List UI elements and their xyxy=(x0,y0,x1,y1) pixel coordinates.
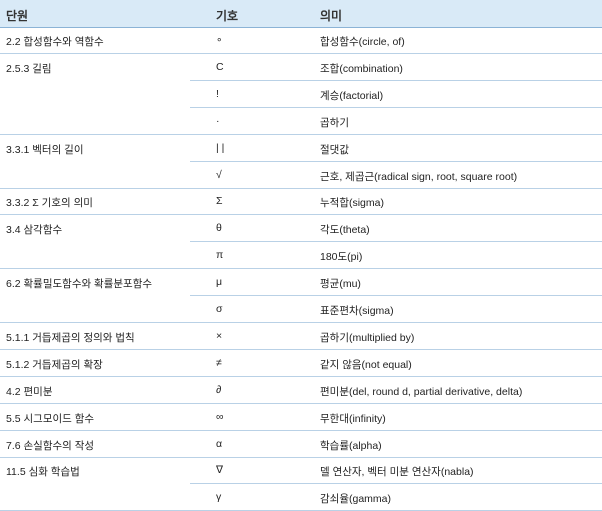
header-meaning: 의미 xyxy=(320,9,343,23)
table-row: · 곱하기 xyxy=(0,108,602,135)
symbol-cell: μ xyxy=(216,276,223,289)
table-row: 5.1.2 거듭제곱의 확장 ≠ 같지 않음(not equal) xyxy=(0,350,602,377)
table-row: 3.3.2 Σ 기호의 의미 Σ 누적합(sigma) xyxy=(0,188,602,216)
meaning-cell: 누적합(sigma) xyxy=(320,197,384,210)
symbol-cell: ∘ xyxy=(216,34,223,46)
symbol-cell: ≠ xyxy=(216,356,222,369)
unit-cell: 3.3.1 벡터의 길이 xyxy=(6,143,84,156)
meaning-cell: 학습률(alpha) xyxy=(320,439,382,452)
meaning-cell: 표준편차(sigma) xyxy=(320,305,394,317)
header-symbol: 기호 xyxy=(216,9,239,23)
symbol-cell: θ xyxy=(216,222,222,235)
unit-cell: 4.2 편미분 xyxy=(6,385,53,398)
table-row: 5.5 시그모이드 함수 ∞ 무한대(infinity) xyxy=(0,404,602,431)
unit-cell: 2.5.3 길림 xyxy=(6,62,52,75)
header-unit: 단원 xyxy=(6,9,29,23)
symbol-cell: ∇ xyxy=(216,464,224,477)
meaning-cell: 편미분(del, round d, partial derivative, de… xyxy=(320,385,523,398)
unit-span-gap xyxy=(0,295,190,297)
unit-span-gap xyxy=(0,160,190,162)
symbol-cell: √ xyxy=(216,168,222,181)
meaning-cell: 곱하기 xyxy=(320,116,349,129)
unit-cell: 6.2 확률밀도함수와 확률분포함수 xyxy=(6,278,153,291)
unit-span-gap xyxy=(0,483,190,485)
meaning-cell: 조합(combination) xyxy=(320,62,403,75)
unit-cell: 5.5 시그모이드 함수 xyxy=(6,412,95,425)
symbol-cell: ∂ xyxy=(216,383,222,396)
table-row: 5.1.1 거듭제곱의 정의와 법칙 × 곱하기(multiplied by) xyxy=(0,323,602,350)
unit-span-gap xyxy=(0,79,190,81)
meaning-cell: 계승(factorial) xyxy=(320,89,384,102)
symbol-cell: | | xyxy=(216,141,225,154)
meaning-cell: 같지 않음(not equal) xyxy=(320,358,412,371)
symbol-cell: π xyxy=(216,249,224,262)
table-row: 4.2 편미분 ∂ 편미분(del, round d, partial deriva… xyxy=(0,377,602,404)
table-row: γ 감쇠율(gamma) xyxy=(0,484,602,511)
meaning-cell: 무한대(infinity) xyxy=(320,412,386,425)
meaning-cell: 감쇠율(gamma) xyxy=(320,493,391,506)
meaning-cell: 곱하기(multiplied by) xyxy=(320,331,415,344)
unit-span-gap xyxy=(0,241,190,243)
meaning-cell: 델 연산자, 벡터 미분 연산자(nabla) xyxy=(320,466,474,479)
unit-cell: 2.2 합성함수와 역함수 xyxy=(6,36,104,48)
table-row: 7.6 손실함수의 작성 α 학습률(alpha) xyxy=(0,431,602,458)
symbol-cell: σ xyxy=(216,303,223,315)
table-row: 6.2 확률밀도함수와 확률분포함수 μ 평균(mu) xyxy=(0,269,602,297)
meaning-cell: 절댓값 xyxy=(320,143,349,156)
symbol-cell: ∞ xyxy=(216,410,224,423)
table-row: √ 근호, 제곱근(radical sign, root, square root… xyxy=(0,162,602,189)
table-header: 단원 기호 의미 xyxy=(0,0,602,28)
unit-cell: 3.4 삼각함수 xyxy=(6,224,63,237)
unit-cell: 7.6 손실함수의 작성 xyxy=(6,439,95,452)
meaning-cell: 합성함수(circle, of) xyxy=(320,36,405,48)
meaning-cell: 각도(theta) xyxy=(320,224,370,237)
unit-cell: 5.1.1 거듭제곱의 정의와 법칙 xyxy=(6,331,135,344)
meaning-cell: 평균(mu) xyxy=(320,278,361,291)
meaning-cell: 근호, 제곱근(radical sign, root, square root) xyxy=(320,170,518,183)
unit-cell: 11.5 심화 학습법 xyxy=(6,466,80,479)
symbol-cell: · xyxy=(216,114,220,127)
symbol-cell: γ xyxy=(216,491,222,504)
unit-cell: 5.1.2 거듭제곱의 확장 xyxy=(6,358,103,371)
table-row: ! 계승(factorial) xyxy=(0,81,602,108)
symbol-cell: C xyxy=(216,60,224,73)
table-row: σ 표준편차(sigma) xyxy=(0,296,602,323)
meaning-cell: 180도(pi) xyxy=(320,251,363,264)
symbol-cell: ! xyxy=(216,87,219,100)
table-row: 2.2 합성함수와 역함수 ∘ 합성함수(circle, of) xyxy=(0,27,602,54)
table-row: π 180도(pi) xyxy=(0,242,602,270)
table-row: 3.4 삼각함수 θ 각도(theta) xyxy=(0,215,602,243)
symbol-cell: α xyxy=(216,437,223,450)
table-row: 11.5 심화 학습법 ∇ 델 연산자, 벡터 미분 연산자(nabla) xyxy=(0,457,602,485)
symbol-cell: × xyxy=(216,329,223,342)
table-row: 2.5.3 길림 C 조합(combination) xyxy=(0,54,602,81)
symbol-cell: Σ xyxy=(216,195,223,208)
unit-cell: 3.3.2 Σ 기호의 의미 xyxy=(6,197,93,210)
table-row: 3.3.1 벡터의 길이 | | 절댓값 xyxy=(0,135,602,162)
unit-span-gap xyxy=(0,106,190,108)
